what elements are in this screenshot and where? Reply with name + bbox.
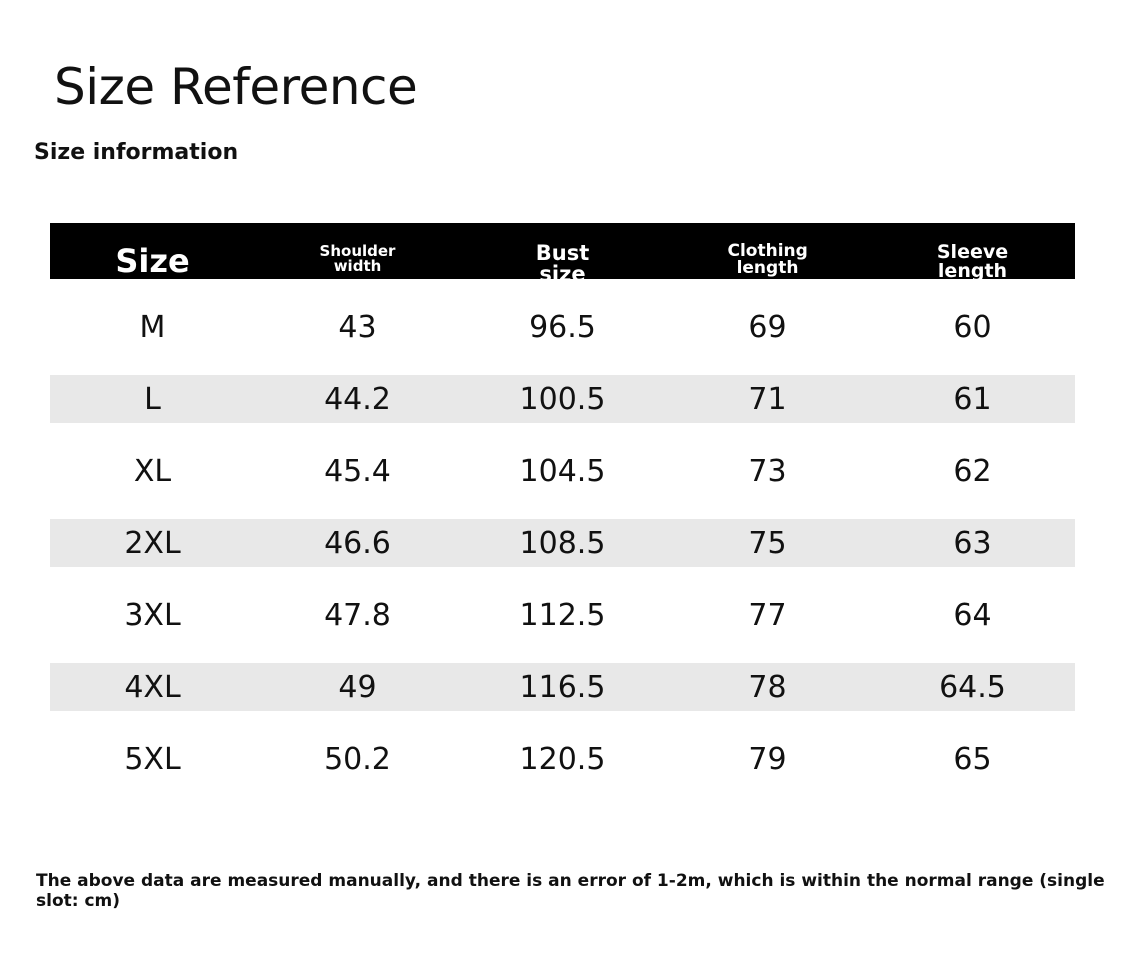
table-cell: 47.8 bbox=[324, 597, 391, 633]
table-row: XL 45.4 104.5 73 62 bbox=[50, 447, 1075, 495]
table-cell: 104.5 bbox=[519, 453, 606, 489]
table-row: 2XL 46.6 108.5 75 63 bbox=[50, 519, 1075, 567]
table-cell: 120.5 bbox=[519, 741, 606, 777]
table-cell: 45.4 bbox=[324, 453, 391, 489]
table-cell: 71 bbox=[748, 381, 787, 417]
table-cell: 4XL bbox=[124, 669, 181, 705]
table-cell: 77 bbox=[748, 597, 787, 633]
header-bust-size: Bust size bbox=[535, 241, 590, 280]
table-cell: 96.5 bbox=[529, 309, 596, 345]
table-cell: 75 bbox=[748, 525, 787, 561]
header-clothing-length: Clothing length bbox=[727, 241, 808, 278]
table-cell: 64 bbox=[953, 597, 992, 633]
table-cell: 79 bbox=[748, 741, 787, 777]
table-cell: 5XL bbox=[124, 741, 181, 777]
table-header: Size Shoulder width Bust size Clothing l… bbox=[50, 223, 1075, 279]
table-cell: 116.5 bbox=[519, 669, 606, 705]
table-cell: 65 bbox=[953, 741, 992, 777]
measurement-note: The above data are measured manually, an… bbox=[36, 871, 1105, 911]
table-cell: 69 bbox=[748, 309, 787, 345]
table-row: M 43 96.5 69 60 bbox=[50, 303, 1075, 351]
table-cell: 112.5 bbox=[519, 597, 606, 633]
table-row: 3XL 47.8 112.5 77 64 bbox=[50, 591, 1075, 639]
header-sleeve-length: Sleeve length bbox=[936, 241, 1009, 280]
subtitle: Size information bbox=[34, 140, 239, 165]
table-cell: 44.2 bbox=[324, 381, 391, 417]
table-row: 5XL 50.2 120.5 79 65 bbox=[50, 735, 1075, 783]
table-cell: 61 bbox=[953, 381, 992, 417]
table-cell: 46.6 bbox=[324, 525, 391, 561]
table-cell: XL bbox=[133, 453, 172, 489]
table-cell: 3XL bbox=[124, 597, 181, 633]
table-cell: 50.2 bbox=[324, 741, 391, 777]
table-cell: 100.5 bbox=[519, 381, 606, 417]
table-cell: 78 bbox=[748, 669, 787, 705]
header-shoulder-width: Shoulder width bbox=[319, 242, 396, 275]
table-row: L 44.2 100.5 71 61 bbox=[50, 375, 1075, 423]
table-row: 4XL 49 116.5 78 64.5 bbox=[50, 663, 1075, 711]
header-size: Size bbox=[115, 242, 190, 279]
table-cell: 63 bbox=[953, 525, 992, 561]
page-title: Size Reference bbox=[54, 58, 418, 116]
table-cell: 2XL bbox=[124, 525, 181, 561]
table-cell: 60 bbox=[953, 309, 992, 345]
table-cell: M bbox=[139, 309, 166, 345]
table-cell: 64.5 bbox=[939, 669, 1006, 705]
table-cell: 62 bbox=[953, 453, 992, 489]
table-cell: 43 bbox=[338, 309, 377, 345]
table-cell: 73 bbox=[748, 453, 787, 489]
table-cell: 108.5 bbox=[519, 525, 606, 561]
size-table: Size Shoulder width Bust size Clothing l… bbox=[50, 223, 1075, 783]
table-cell: L bbox=[144, 381, 161, 417]
table-cell: 49 bbox=[338, 669, 377, 705]
